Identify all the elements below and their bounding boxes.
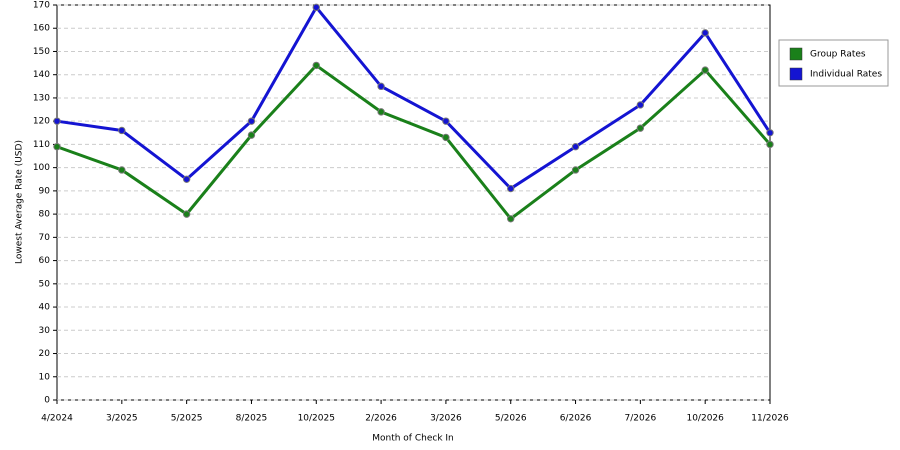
- data-point: [53, 117, 61, 125]
- data-point: [636, 101, 645, 109]
- y-tick-label: 40: [39, 303, 51, 313]
- data-point: [118, 126, 126, 135]
- legend-label: Group Rates: [810, 50, 866, 60]
- y-tick-label: 90: [39, 186, 51, 196]
- data-point: [182, 210, 191, 218]
- data-point: [377, 108, 385, 116]
- x-tick-label: 7/2026: [625, 414, 657, 424]
- x-tick-label: 10/2026: [686, 414, 724, 424]
- x-tick-label: 4/2024: [41, 414, 73, 424]
- x-tick-label: 5/2026: [495, 414, 527, 424]
- y-tick-label: 120: [33, 117, 50, 127]
- data-point: [442, 117, 450, 125]
- data-point: [53, 143, 61, 151]
- data-point: [507, 215, 515, 223]
- data-point: [766, 129, 774, 137]
- y-tick-label: 160: [33, 24, 50, 34]
- y-tick-label: 170: [33, 1, 50, 11]
- x-tick-label: 3/2026: [430, 414, 462, 424]
- legend-label: Individual Rates: [810, 70, 882, 80]
- x-tick-label: 11/2026: [751, 414, 789, 424]
- legend-swatch: [789, 67, 803, 81]
- x-tick-label: 5/2025: [171, 414, 203, 424]
- y-tick-label: 50: [39, 279, 51, 289]
- data-point: [766, 140, 774, 149]
- series-line: [56, 5, 772, 191]
- data-point: [701, 66, 709, 74]
- data-point: [312, 61, 320, 70]
- data-point: [636, 124, 645, 132]
- y-tick-label: 110: [33, 140, 50, 150]
- data-point: [182, 175, 191, 183]
- data-point: [247, 131, 256, 139]
- y-tick-label: 150: [33, 47, 50, 57]
- y-tick-label: 0: [44, 396, 50, 406]
- y-tick-label: 130: [33, 93, 50, 103]
- plot-area: [56, 4, 771, 401]
- data-point: [312, 3, 320, 12]
- y-tick-label: 100: [33, 163, 50, 173]
- x-tick-label: 2/2026: [365, 414, 397, 424]
- x-axis-label: Month of Check In: [372, 434, 454, 444]
- y-tick-label: 10: [39, 372, 51, 382]
- y-tick-label: 20: [39, 349, 51, 359]
- x-tick-label: 3/2025: [106, 414, 138, 424]
- y-tick-label: 140: [33, 70, 50, 80]
- data-point: [701, 29, 709, 37]
- data-point: [118, 166, 126, 174]
- x-tick-label: 10/2025: [298, 414, 335, 424]
- data-point: [507, 184, 515, 193]
- x-tick-label: 8/2025: [236, 414, 268, 424]
- y-axis-label: Lowest Average Rate (USD): [15, 140, 25, 264]
- y-tick-label: 80: [39, 210, 51, 220]
- data-point: [571, 143, 580, 151]
- y-tick-label: 70: [39, 233, 51, 243]
- data-point: [442, 133, 450, 142]
- legend-swatch: [789, 47, 803, 61]
- data-point: [377, 82, 385, 91]
- data-point: [247, 117, 256, 125]
- x-tick-label: 6/2026: [560, 414, 592, 424]
- data-point: [571, 166, 580, 174]
- y-tick-label: 60: [39, 256, 51, 266]
- series-line: [56, 63, 772, 221]
- y-tick-label: 30: [39, 326, 51, 336]
